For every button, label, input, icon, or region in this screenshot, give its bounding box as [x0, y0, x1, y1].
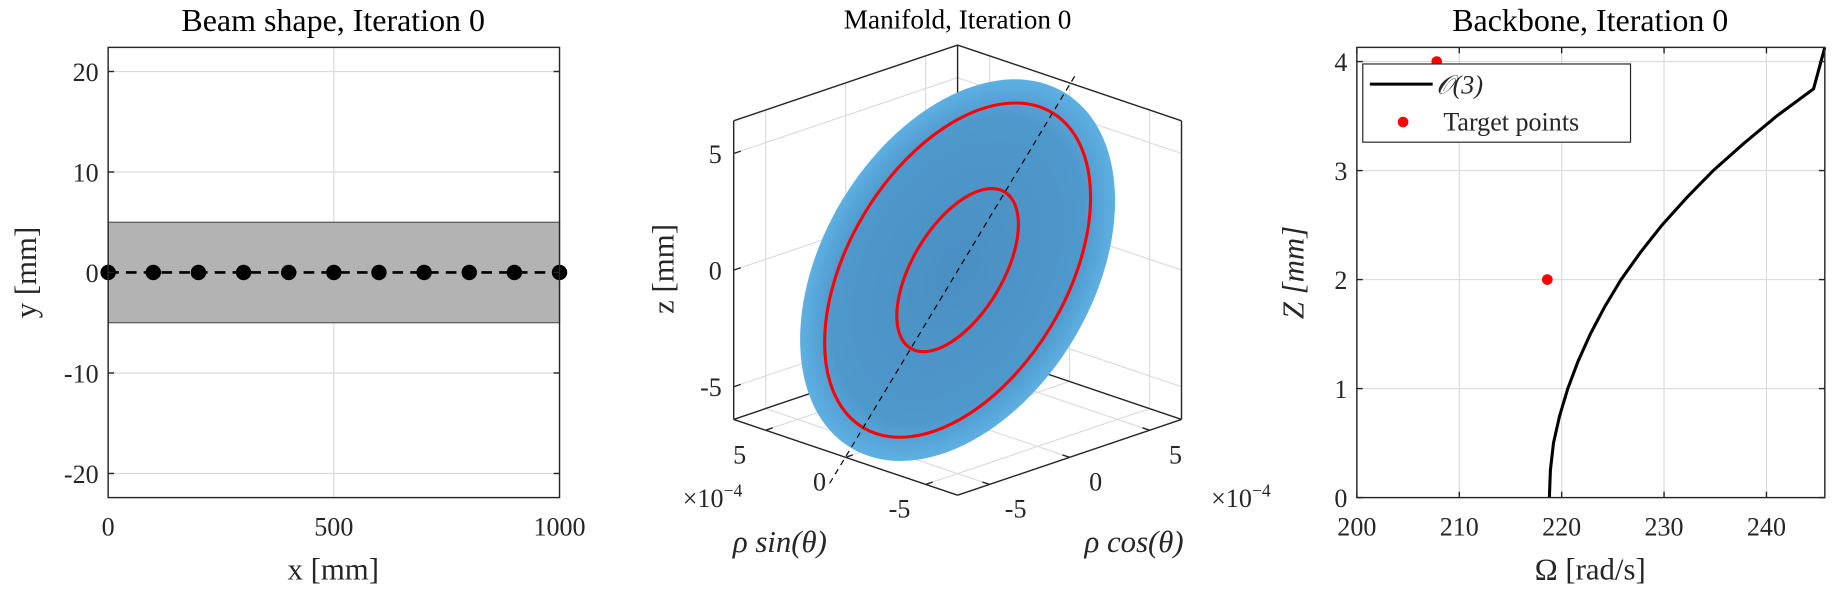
beam-node-marker	[145, 264, 161, 281]
z-tick-label: 0	[709, 257, 722, 286]
x-tick-label: 5	[733, 440, 746, 469]
y-tick-mark	[1062, 454, 1070, 458]
beam-node-marker	[371, 264, 387, 281]
y-tick-label: 20	[73, 58, 99, 87]
y-tick-label: 0	[1334, 484, 1347, 513]
target-point	[1541, 274, 1553, 285]
beam-node-marker	[506, 264, 523, 281]
beam-node-marker	[326, 264, 342, 281]
y-tick-label: -20	[64, 460, 99, 489]
x-tick-label: 200	[1337, 513, 1376, 542]
x-tick-mark	[765, 427, 774, 431]
legend-label-target: Target points	[1443, 107, 1579, 136]
x-axis-label: Ω [rad/s]	[1535, 552, 1646, 586]
x-tick-label: 0	[102, 513, 115, 542]
y-tick-label: 10	[73, 158, 99, 187]
legend-label-o3: 𝒪(3)	[1436, 71, 1483, 100]
x-axis-label: x [mm]	[287, 552, 379, 586]
axes-box	[1356, 46, 1826, 499]
beam-node-marker	[416, 264, 432, 281]
manifold-axis-dashed	[829, 75, 1076, 484]
beam-node-marker	[190, 264, 207, 281]
x-tick-mark	[845, 454, 853, 458]
y-tick-label: -10	[64, 359, 99, 388]
z-tick-mark	[733, 267, 742, 271]
y-tick-label: 4	[1334, 48, 1347, 77]
legend-dot-swatch	[1397, 116, 1409, 128]
y-axis-label: y [mm]	[9, 227, 43, 319]
axes-edge	[957, 44, 1182, 122]
x-tick-label: 210	[1440, 513, 1479, 542]
axes-edge	[733, 44, 958, 122]
x-tick-label: 230	[1645, 513, 1684, 542]
x-tick-label: 0	[813, 467, 826, 496]
y-tick-mark	[1142, 427, 1150, 431]
plot-title: Beam shape, Iteration 0	[181, 3, 485, 38]
x-tick-mark	[925, 481, 933, 486]
backbone-plot: Backbone, Iteration 0 200 210 220 230 240 0 1 2…	[1277, 3, 1827, 586]
y-axis-label: ρ cos(θ)	[1084, 525, 1184, 559]
x-tick-label: 500	[314, 513, 353, 542]
legend: 𝒪(3) Target points	[1362, 63, 1632, 143]
manifold-curve-inner	[895, 187, 1020, 354]
x-tick-label: 1000	[533, 513, 585, 542]
x-tick-label: 240	[1747, 513, 1786, 542]
y-tick-label: 5	[1169, 440, 1182, 469]
beam-node-marker	[235, 264, 252, 281]
z-tick-mark	[733, 150, 742, 155]
z-tick-label: 5	[709, 140, 722, 169]
manifold-plot: Manifold, Iteration 0 -5 0 5 5 0 -5 -5 0 5 ×10−4…	[646, 4, 1271, 559]
x-axis-label: ρ sin(θ)	[732, 525, 827, 559]
x-exponent-label: ×10−4	[683, 480, 743, 513]
y-tick-label: 3	[1334, 157, 1347, 186]
y-tick-label: 0	[86, 259, 99, 288]
y-tick-label: -5	[1005, 495, 1027, 524]
beam-shape-plot: Beam shape, Iteration 0 0 500 1000 -20 -10 0 1…	[9, 3, 586, 587]
z-tick-mark	[733, 383, 742, 388]
y-tick-mark	[982, 481, 990, 486]
beam-node-marker	[280, 264, 297, 281]
z-axis-label: z [mm]	[646, 224, 680, 314]
y-tick-label: 0	[1089, 467, 1102, 496]
x-tick-label: -5	[889, 495, 911, 524]
y-tick-label: 2	[1334, 266, 1347, 295]
z-tick-label: -5	[700, 373, 722, 402]
y-axis-label: Z [mm]	[1277, 226, 1311, 319]
backbone-curve	[1547, 46, 1827, 498]
beam-node-marker	[461, 264, 477, 281]
y-exponent-label: ×10−4	[1211, 480, 1271, 513]
plot-title: Manifold, Iteration 0	[844, 4, 1072, 34]
plot-title: Backbone, Iteration 0	[1452, 3, 1728, 38]
y-tick-label: 1	[1334, 375, 1347, 404]
x-tick-label: 220	[1542, 513, 1581, 542]
